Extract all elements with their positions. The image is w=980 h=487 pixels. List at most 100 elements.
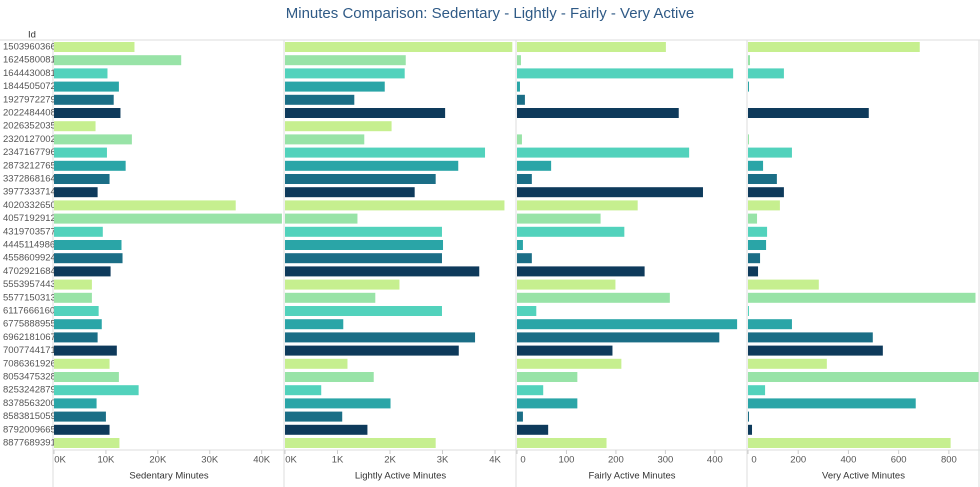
category-label: 8053475328 [3, 372, 56, 383]
category-label: 6775888955 [3, 319, 56, 330]
bar [54, 279, 92, 290]
bar [517, 200, 638, 211]
bar [517, 240, 523, 250]
bar [285, 174, 436, 184]
bar [285, 266, 480, 277]
bar [748, 81, 750, 92]
bar [517, 174, 532, 184]
category-label: 3977333714 [3, 187, 56, 198]
category-label: 4558609924 [3, 253, 56, 264]
x-tick-label: 400 [841, 455, 857, 466]
bar [54, 213, 282, 224]
bar [54, 292, 92, 303]
bar [748, 240, 767, 250]
x-tick-label: 800 [941, 455, 957, 466]
bar [285, 358, 348, 369]
bar [517, 55, 521, 66]
bar [285, 94, 355, 105]
bar [517, 226, 625, 237]
bar [748, 424, 753, 435]
category-label: 4020332650 [3, 200, 56, 211]
bar [54, 266, 111, 277]
bar [285, 55, 406, 66]
axis-title: Sedentary Minutes [129, 471, 208, 482]
category-label: 6117666160 [3, 306, 55, 317]
bar [517, 94, 525, 105]
bar [748, 253, 761, 264]
bar [517, 292, 670, 303]
category-label: 4702921684 [3, 266, 56, 277]
bar [285, 411, 343, 422]
axis-title: Lightly Active Minutes [355, 471, 447, 482]
bar [285, 332, 476, 343]
bar [517, 68, 734, 79]
bar [285, 398, 391, 409]
bar [54, 358, 110, 369]
category-label: 8792009665 [3, 424, 56, 435]
category-header: Id [28, 30, 36, 41]
x-tick-label: 30K [201, 455, 219, 466]
bar [54, 94, 114, 105]
bar [748, 160, 764, 171]
category-label: 6962181067 [3, 332, 56, 343]
bar [285, 81, 385, 92]
bar [285, 121, 392, 132]
x-tick-label: 0K [54, 455, 66, 466]
bar [285, 200, 505, 211]
bar [54, 174, 110, 184]
bar [54, 42, 135, 52]
bar [285, 108, 446, 118]
bar [54, 134, 132, 145]
x-tick-label: 20K [149, 455, 167, 466]
bar [748, 345, 883, 356]
bar [517, 398, 578, 409]
bar [54, 160, 126, 171]
bar [54, 385, 139, 396]
bar [285, 279, 400, 290]
bar [54, 319, 102, 330]
bar [54, 108, 121, 118]
bar [748, 68, 784, 79]
bar [54, 372, 119, 382]
category-label: 1844505072 [3, 81, 56, 92]
bar [517, 332, 720, 343]
bar [748, 292, 976, 303]
x-tick-label: 3K [437, 455, 449, 466]
axis-title: Very Active Minutes [822, 471, 905, 482]
x-tick-label: 0 [520, 455, 525, 466]
bar [517, 134, 522, 145]
bar [54, 121, 96, 132]
bar [54, 398, 97, 409]
bar [285, 385, 322, 396]
bar [517, 108, 679, 118]
bar [54, 306, 99, 316]
bar [517, 253, 532, 264]
bar [285, 160, 459, 171]
bar [517, 306, 537, 316]
category-label: 8877689391 [3, 438, 56, 449]
bar [748, 332, 873, 343]
bar [748, 187, 784, 198]
bar [517, 411, 523, 422]
bar [517, 345, 613, 356]
x-tick-label: 600 [891, 455, 907, 466]
bar [285, 319, 344, 330]
bar [748, 200, 780, 211]
bar [748, 147, 792, 158]
category-label: 5553957443 [3, 279, 56, 290]
bar [748, 108, 869, 118]
bar [748, 174, 777, 184]
category-label: 7007744171 [3, 345, 56, 356]
x-tick-label: 200 [608, 455, 624, 466]
bar [748, 55, 751, 66]
bar [285, 147, 486, 158]
bar [285, 438, 436, 448]
bar [517, 187, 703, 198]
x-tick-label: 40K [253, 455, 271, 466]
category-label: 8253242879 [3, 385, 56, 396]
category-label: 2873212765 [3, 160, 56, 171]
bar [748, 42, 920, 52]
bar [517, 385, 544, 396]
bar [748, 306, 750, 316]
chart-title: Minutes Comparison: Sedentary - Lightly … [286, 5, 695, 22]
